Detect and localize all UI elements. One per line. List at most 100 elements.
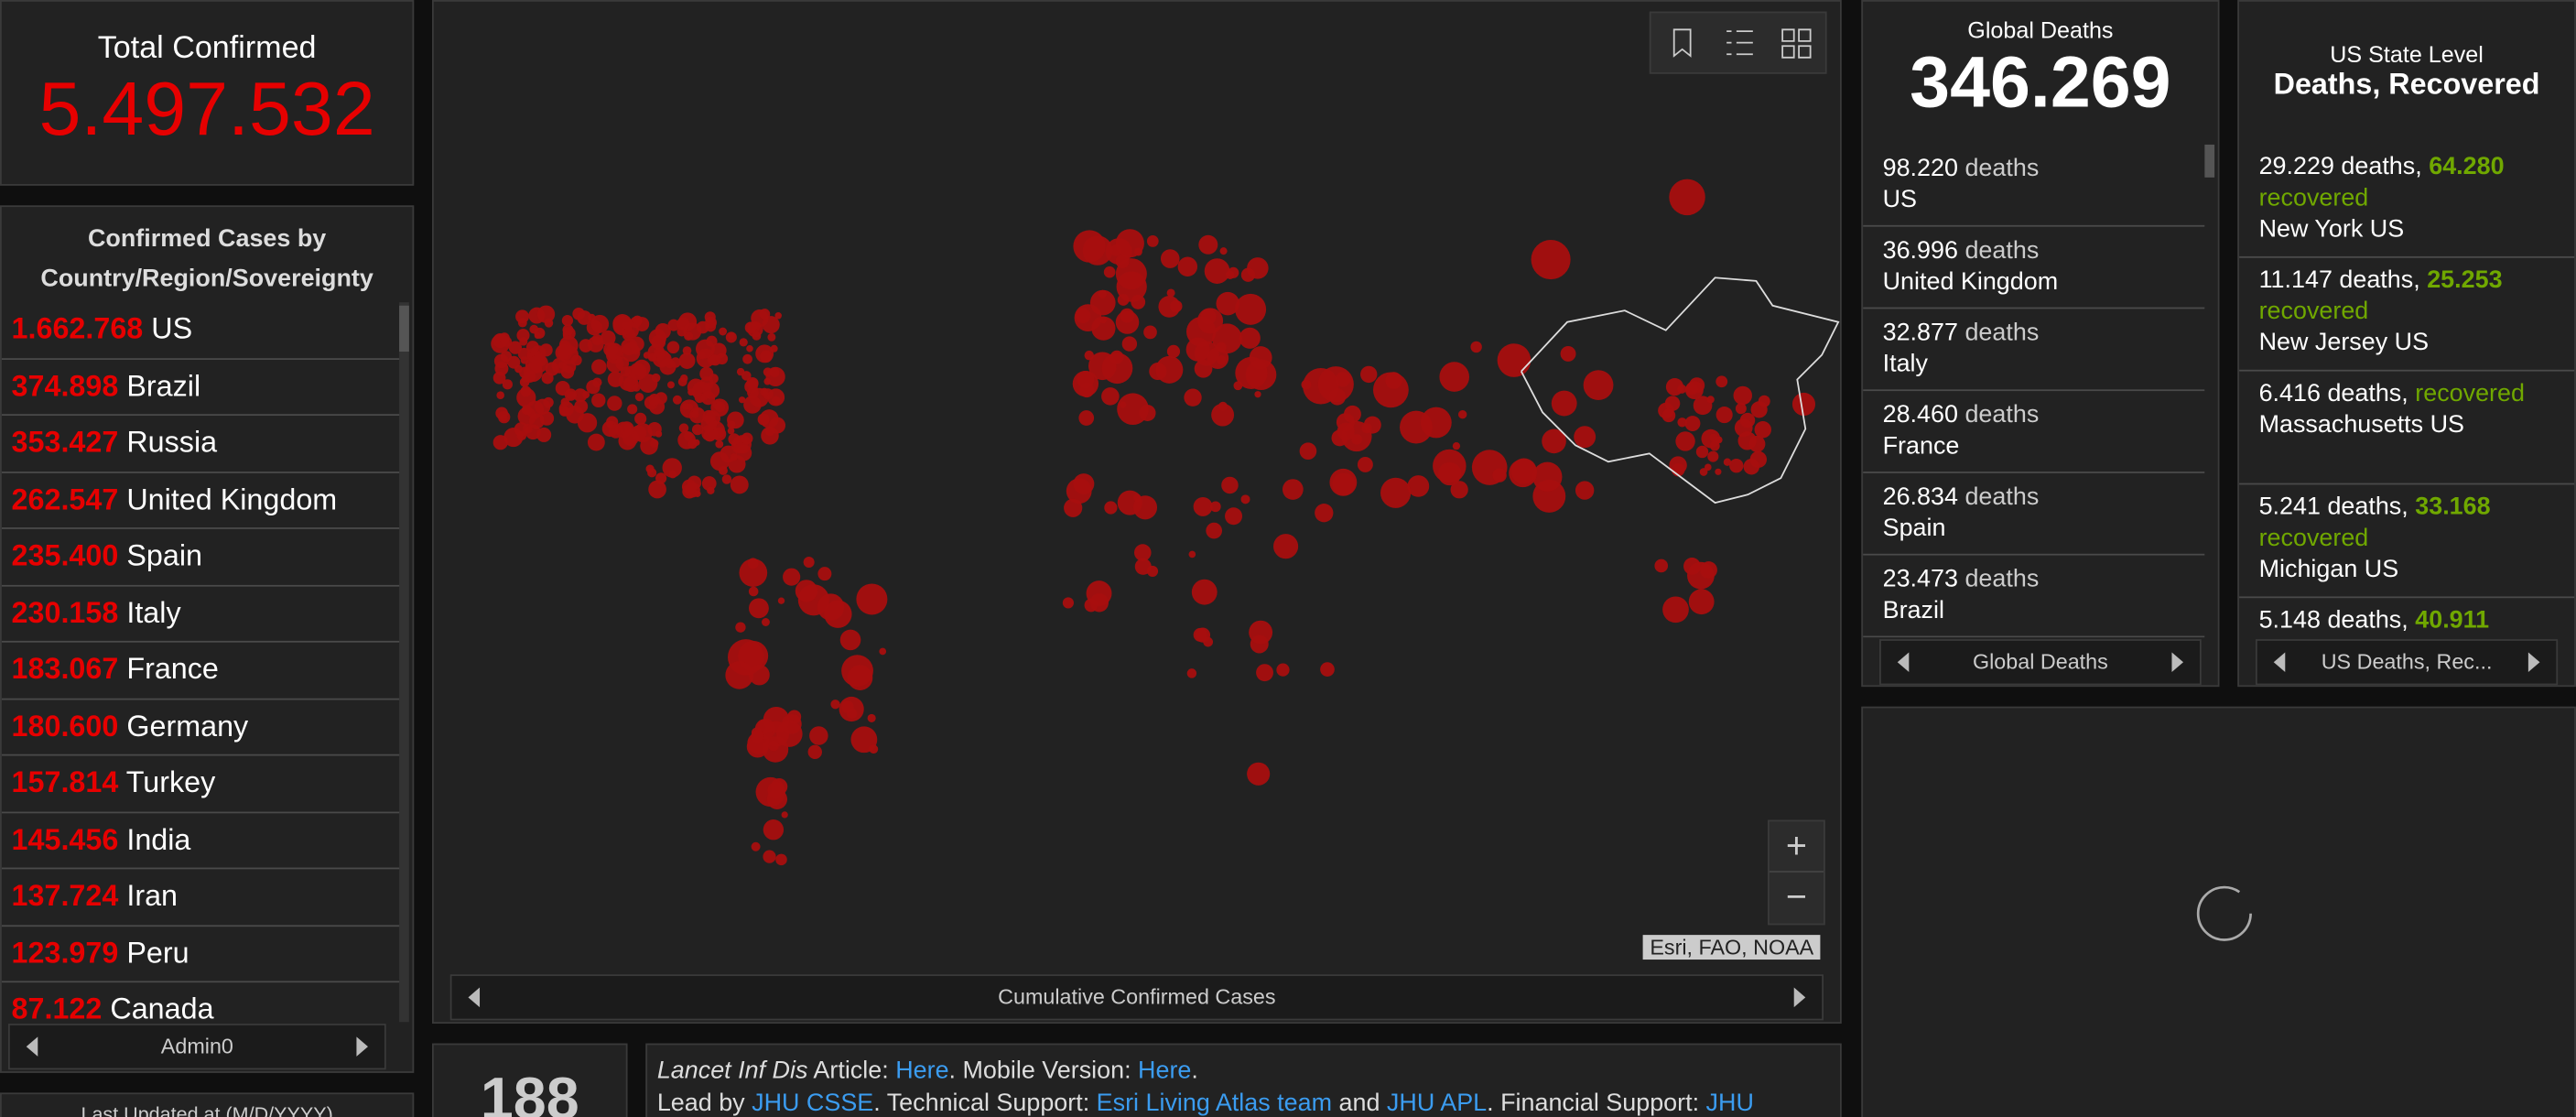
map-bubble[interactable] <box>620 366 631 377</box>
map-bubble[interactable] <box>1235 293 1267 325</box>
map-bubble[interactable] <box>727 427 735 435</box>
map-bubble[interactable] <box>686 403 694 410</box>
map-bubble[interactable] <box>719 327 728 336</box>
map-bubble[interactable] <box>742 353 752 364</box>
map-bubble[interactable] <box>744 321 757 334</box>
map-bubble[interactable] <box>1452 442 1461 450</box>
map-bubble[interactable] <box>715 401 726 412</box>
map-bubble[interactable] <box>1276 663 1290 677</box>
country-row[interactable]: 374.898 Brazil <box>1 359 401 417</box>
bookmark-icon[interactable] <box>1672 28 1692 58</box>
map-bubble[interactable] <box>1669 179 1705 216</box>
death-row[interactable]: 23.473 deaths Brazil <box>1863 556 2205 638</box>
map-bubble[interactable] <box>1115 229 1144 258</box>
map-bubble[interactable] <box>763 819 785 840</box>
map-bubble[interactable] <box>817 567 832 581</box>
map-bubble[interactable] <box>508 341 523 354</box>
map-bubble[interactable] <box>561 314 574 327</box>
map-bubble[interactable] <box>1329 468 1358 496</box>
map-bubble[interactable] <box>560 397 569 407</box>
map-bubble[interactable] <box>748 586 759 597</box>
map-bubble[interactable] <box>1273 534 1299 559</box>
map-bubble[interactable] <box>1407 475 1430 497</box>
map-bubble[interactable] <box>1715 468 1722 475</box>
map-bubble[interactable] <box>879 647 887 656</box>
map-bubble[interactable] <box>702 409 716 424</box>
map-bubble[interactable] <box>1743 458 1760 475</box>
map-bubble[interactable] <box>747 386 759 399</box>
country-row[interactable]: 183.067 France <box>1 643 401 699</box>
map-bubble[interactable] <box>725 661 753 689</box>
map-bubble[interactable] <box>607 371 624 387</box>
map-bubble[interactable] <box>1754 421 1771 439</box>
prev-button[interactable] <box>468 987 481 1008</box>
map[interactable] <box>434 2 1840 971</box>
map-bubble[interactable] <box>651 373 661 383</box>
map-bubble[interactable] <box>627 404 638 415</box>
map-bubble[interactable] <box>1551 390 1577 417</box>
scrollbar-thumb[interactable] <box>2204 144 2215 178</box>
map-bubble[interactable] <box>807 744 822 760</box>
map-bubble[interactable] <box>1707 450 1719 462</box>
map-bubble[interactable] <box>560 365 575 379</box>
map-bubble[interactable] <box>647 352 657 362</box>
map-bubble[interactable] <box>767 388 785 407</box>
map-bubble[interactable] <box>1166 288 1175 298</box>
map-bubble[interactable] <box>1439 362 1470 392</box>
map-bubble[interactable] <box>1155 355 1184 384</box>
list-icon[interactable] <box>1726 30 1753 56</box>
global-deaths-list[interactable]: 98.220 deaths US 36.996 deaths United Kingd… <box>1863 145 2205 638</box>
map-bubble[interactable] <box>1104 501 1118 515</box>
map-bubble[interactable] <box>496 391 504 400</box>
map-bubble[interactable] <box>525 341 539 354</box>
prev-button[interactable] <box>26 1036 38 1057</box>
map-bubble[interactable] <box>1249 346 1272 370</box>
death-row[interactable]: 36.996 deaths United Kingdom <box>1863 227 2205 309</box>
map-bubble[interactable] <box>1706 396 1715 404</box>
map-bubble[interactable] <box>677 430 696 450</box>
map-bubble[interactable] <box>730 453 738 461</box>
map-bubble[interactable] <box>564 388 578 401</box>
map-bubble[interactable] <box>728 332 735 340</box>
map-bubble[interactable] <box>1282 479 1304 500</box>
map-bubble[interactable] <box>1735 403 1747 415</box>
map-bubble[interactable] <box>715 439 724 449</box>
map-bubble[interactable] <box>632 383 641 392</box>
country-row[interactable]: 1.662.768 US <box>1 302 401 360</box>
map-bubble[interactable] <box>539 343 553 357</box>
map-bubble[interactable] <box>1737 431 1757 450</box>
map-bubble[interactable] <box>728 433 741 446</box>
map-bubble[interactable] <box>587 433 605 451</box>
map-bubble[interactable] <box>499 332 510 343</box>
map-bubble[interactable] <box>1510 458 1537 484</box>
map-bubble[interactable] <box>1675 431 1695 451</box>
map-bubble[interactable] <box>839 629 861 651</box>
map-bubble[interactable] <box>1791 392 1816 417</box>
map-bubble[interactable] <box>1158 296 1181 318</box>
map-bubble[interactable] <box>748 598 769 619</box>
map-bubble[interactable] <box>1209 501 1221 513</box>
map-bubble[interactable] <box>1688 589 1715 615</box>
map-bubble[interactable] <box>1654 558 1669 573</box>
map-bubble[interactable] <box>1101 352 1133 385</box>
map-bubble[interactable] <box>1212 323 1242 354</box>
map-bubble[interactable] <box>1360 365 1378 384</box>
map-bubble[interactable] <box>1160 249 1180 268</box>
map-bubble[interactable] <box>761 427 779 445</box>
map-bubble[interactable] <box>739 558 768 587</box>
map-bubble[interactable] <box>795 580 818 602</box>
map-bubble[interactable] <box>648 394 661 406</box>
map-bubble[interactable] <box>577 310 592 325</box>
map-bubble[interactable] <box>1336 413 1355 432</box>
map-bubble[interactable] <box>787 710 802 724</box>
map-bubble[interactable] <box>515 309 529 324</box>
map-bubble[interactable] <box>841 655 873 688</box>
map-bubble[interactable] <box>707 486 715 495</box>
map-bubble[interactable] <box>1186 668 1197 678</box>
map-bubble[interactable] <box>1191 579 1218 605</box>
map-bubble[interactable] <box>824 600 852 628</box>
map-bubble[interactable] <box>502 379 513 390</box>
map-bubble[interactable] <box>666 341 680 354</box>
map-bubble[interactable] <box>1101 387 1120 406</box>
map-bubble[interactable] <box>746 376 759 390</box>
